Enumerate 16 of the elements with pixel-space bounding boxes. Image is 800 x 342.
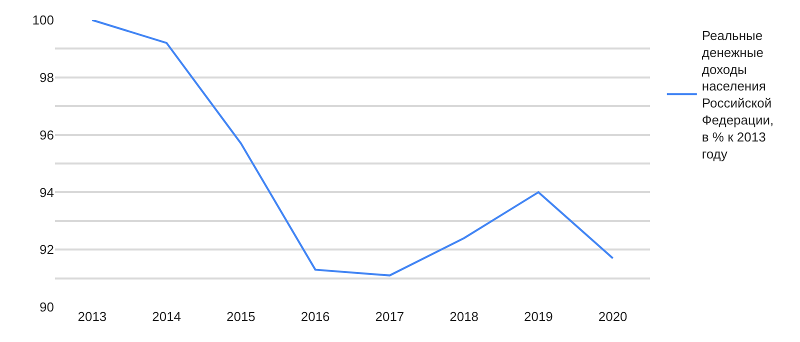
y-tick-label: 92 [40,242,54,258]
line-series [91,20,614,276]
x-tick-label: 2019 [524,309,553,324]
x-tick-label: 2014 [152,309,182,324]
y-tick-label: 90 [40,300,54,315]
y-tick-label: 94 [40,184,54,200]
y-tick-label: 100 [32,12,54,28]
x-tick-label: 2013 [78,309,107,324]
x-tick-label: 2016 [300,309,330,324]
x-tick-label: 2017 [375,309,404,324]
y-tick-label: 98 [40,70,54,85]
legend-label: Реальные денежные доходы населения Российской Федерации, в % к 2013 году [702,28,774,162]
x-tick-label: 2020 [598,309,628,324]
x-tick-label: 2018 [450,309,479,324]
x-tick-label: 2015 [226,309,256,324]
y-tick-label: 96 [40,127,54,142]
